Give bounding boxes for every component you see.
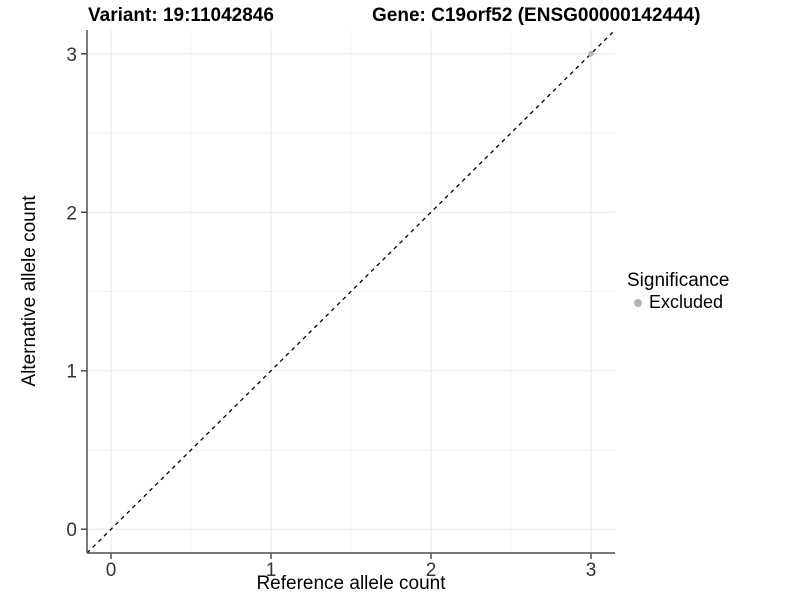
plot-title-gene: Gene: C19orf52 (ENSG00000142444) <box>372 5 701 26</box>
y-axis-title: Alternative allele count <box>19 195 40 387</box>
excluded-point-icon <box>634 298 642 307</box>
plot-title-variant: Variant: 19:11042846 <box>88 5 274 26</box>
legend: Significance Excluded <box>627 270 729 313</box>
y-tick-label: 3 <box>66 45 77 66</box>
legend-item-excluded: Excluded <box>627 292 729 313</box>
legend-title: Significance <box>627 270 730 291</box>
x-tick-label: 0 <box>106 560 117 581</box>
x-tick-label: 1 <box>266 560 277 581</box>
identity-dashed-line <box>86 29 616 554</box>
x-tick-label: 2 <box>426 560 437 581</box>
y-tick-label: 2 <box>66 203 77 224</box>
legend-item-label: Excluded <box>649 292 724 312</box>
x-tick-label: 3 <box>586 560 597 581</box>
data-point <box>588 50 594 57</box>
x-axis-title: Reference allele count <box>256 573 446 594</box>
y-tick-label: 1 <box>66 362 77 383</box>
y-tick-label: 0 <box>66 520 77 541</box>
